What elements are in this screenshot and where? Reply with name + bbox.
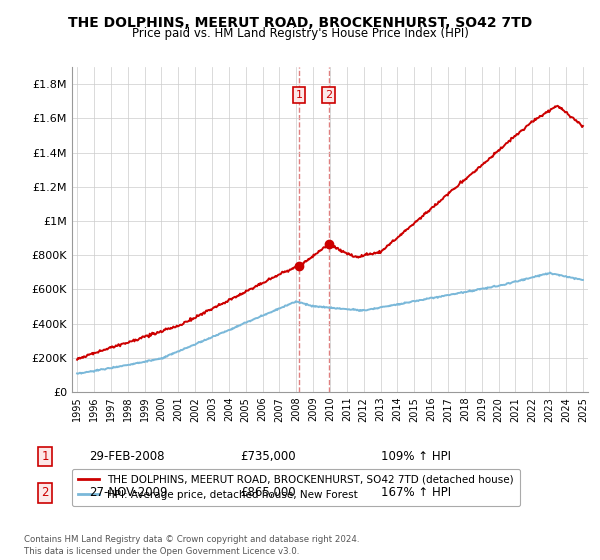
Text: 27-NOV-2009: 27-NOV-2009 — [89, 486, 167, 500]
Text: 2: 2 — [325, 90, 332, 100]
Text: 1: 1 — [296, 90, 302, 100]
Text: 1: 1 — [41, 450, 49, 463]
Text: Contains HM Land Registry data © Crown copyright and database right 2024.
This d: Contains HM Land Registry data © Crown c… — [24, 535, 359, 556]
Text: 29-FEB-2008: 29-FEB-2008 — [89, 450, 164, 463]
Text: THE DOLPHINS, MEERUT ROAD, BROCKENHURST, SO42 7TD: THE DOLPHINS, MEERUT ROAD, BROCKENHURST,… — [68, 16, 532, 30]
Text: £735,000: £735,000 — [240, 450, 296, 463]
Legend: THE DOLPHINS, MEERUT ROAD, BROCKENHURST, SO42 7TD (detached house), HPI: Average: THE DOLPHINS, MEERUT ROAD, BROCKENHURST,… — [72, 469, 520, 506]
Text: 2: 2 — [41, 486, 49, 500]
Text: 109% ↑ HPI: 109% ↑ HPI — [381, 450, 451, 463]
Text: £865,000: £865,000 — [240, 486, 296, 500]
Text: 167% ↑ HPI: 167% ↑ HPI — [381, 486, 451, 500]
Text: Price paid vs. HM Land Registry's House Price Index (HPI): Price paid vs. HM Land Registry's House … — [131, 27, 469, 40]
